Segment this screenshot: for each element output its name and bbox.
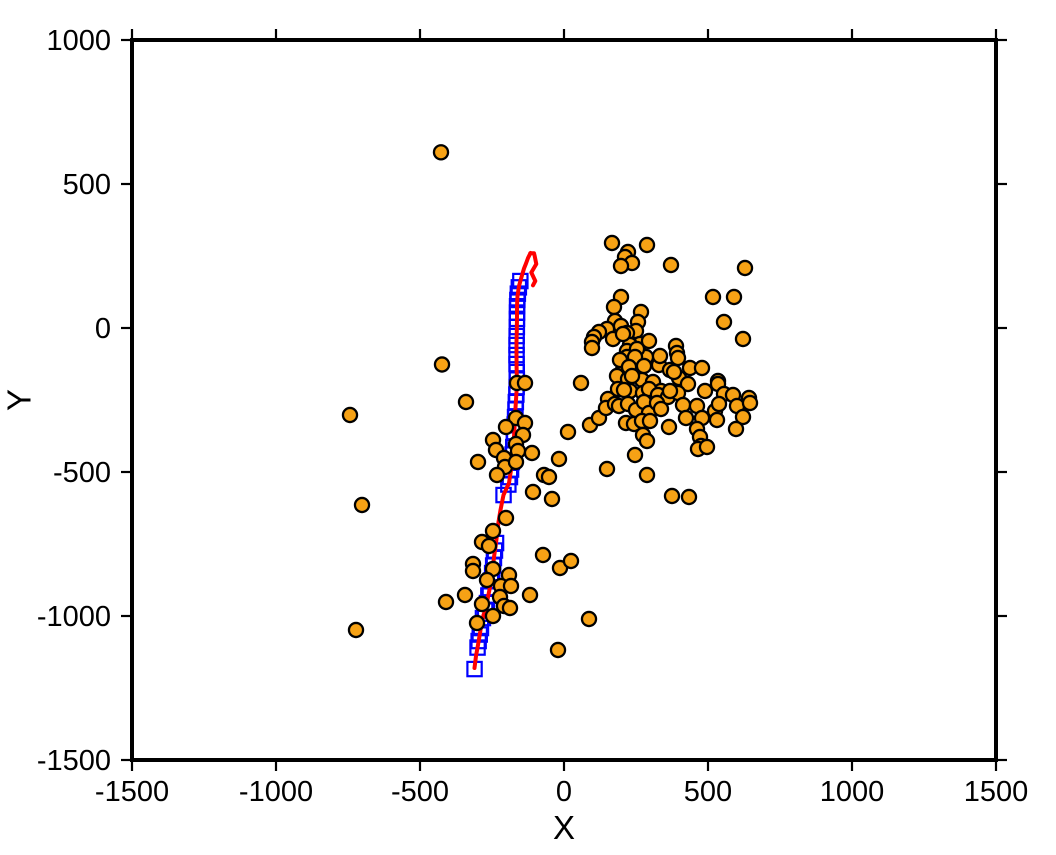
svg-text:-1500: -1500	[37, 745, 111, 777]
svg-text:-500: -500	[391, 776, 449, 808]
svg-text:1000: 1000	[46, 25, 111, 57]
svg-text:-1000: -1000	[239, 776, 313, 808]
svg-text:0: 0	[95, 313, 111, 345]
svg-text:-1000: -1000	[37, 601, 111, 633]
svg-text:Y: Y	[1, 389, 38, 411]
svg-text:1000: 1000	[820, 776, 885, 808]
svg-text:-500: -500	[53, 457, 111, 489]
svg-text:500: 500	[63, 169, 111, 201]
svg-text:0: 0	[556, 776, 572, 808]
svg-text:500: 500	[684, 776, 732, 808]
svg-text:X: X	[553, 809, 575, 846]
svg-text:1500: 1500	[964, 776, 1029, 808]
svg-text:-1500: -1500	[95, 776, 169, 808]
